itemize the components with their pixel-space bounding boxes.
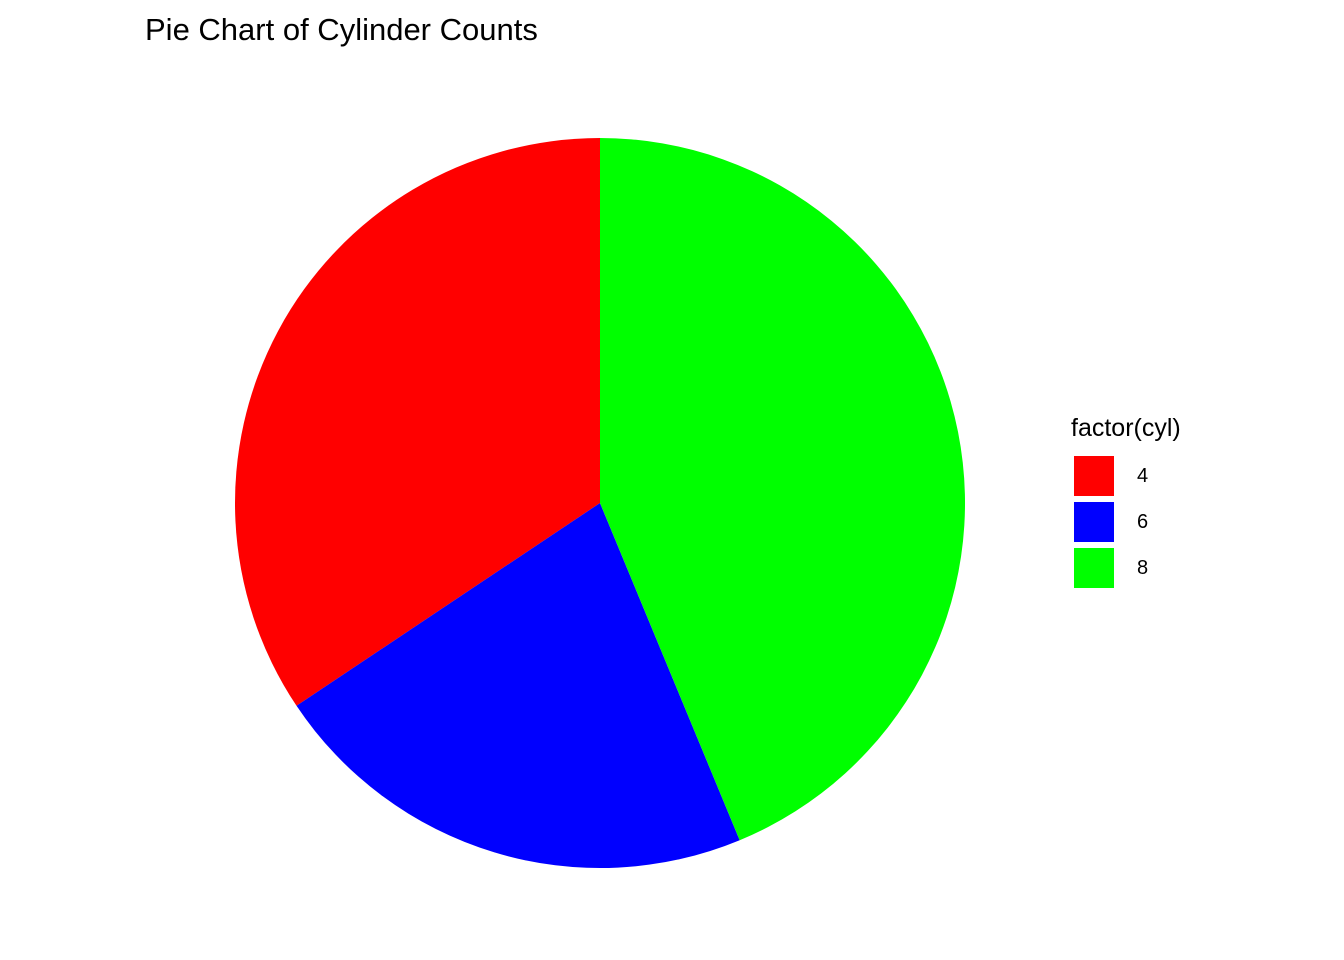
legend-swatch-4 bbox=[1073, 455, 1115, 497]
legend-label-8: 8 bbox=[1137, 556, 1149, 579]
chart-title: Pie Chart of Cylinder Counts bbox=[145, 12, 538, 47]
pie-slice-8 bbox=[600, 137, 966, 841]
legend-swatch-6 bbox=[1073, 501, 1115, 543]
legend-title: factor(cyl) bbox=[1071, 414, 1181, 442]
legend: factor(cyl) 4 6 8 bbox=[1071, 414, 1181, 591]
legend-swatch-8 bbox=[1073, 547, 1115, 589]
legend-label-4: 4 bbox=[1137, 464, 1149, 487]
legend-item-6: 6 bbox=[1071, 499, 1181, 545]
legend-item-8: 8 bbox=[1071, 545, 1181, 591]
legend-label-6: 6 bbox=[1137, 510, 1149, 533]
pie-slice-4 bbox=[234, 138, 600, 706]
legend-item-4: 4 bbox=[1071, 453, 1181, 499]
legend-items: 4 6 8 bbox=[1071, 453, 1181, 591]
pie-slice-6 bbox=[296, 503, 740, 869]
